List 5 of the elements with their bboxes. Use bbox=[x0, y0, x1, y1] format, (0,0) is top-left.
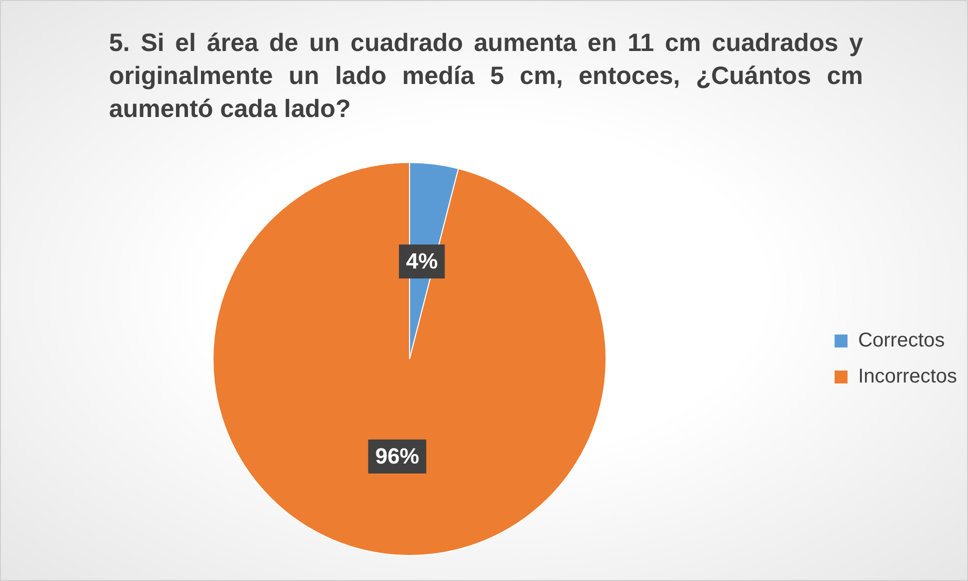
chart-title: 5. Si el área de un cuadrado aumenta en 11 cm cuadrados y originalmente un lado medía 5 cm, entoces, ¿Cuántos cm aumentó cada lado? bbox=[109, 28, 863, 125]
legend-label: Incorrectos bbox=[858, 366, 958, 388]
data-label: 96% bbox=[375, 444, 420, 469]
data-label: 4% bbox=[406, 248, 438, 274]
legend-label: Correctos bbox=[858, 330, 945, 352]
